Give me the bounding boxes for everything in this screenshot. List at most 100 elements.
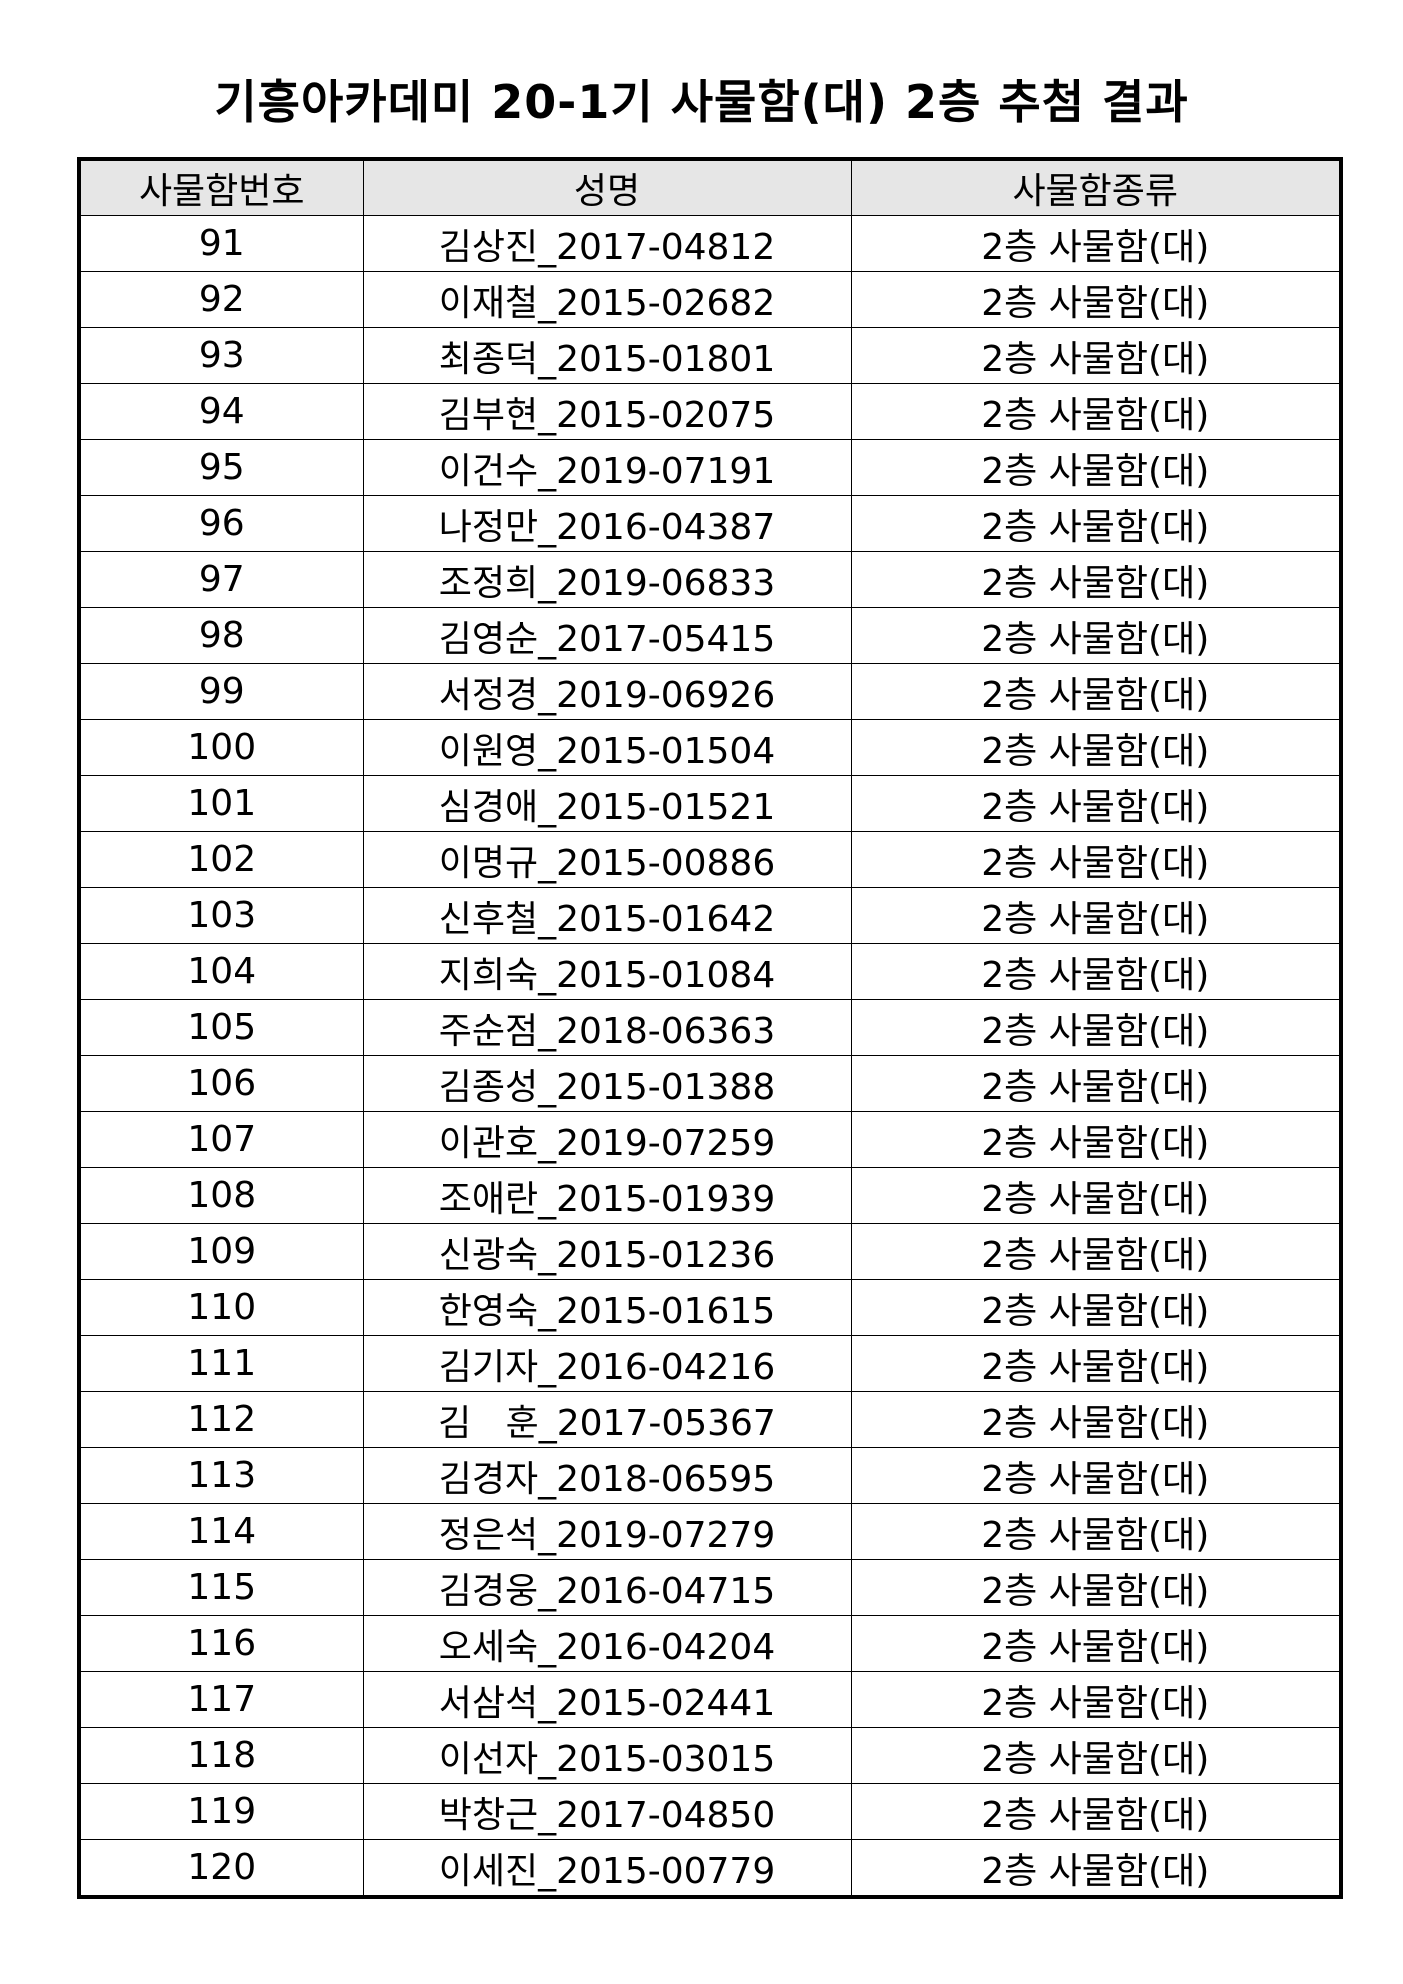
locker-type-cell: 2층 사물함(대)	[850, 1447, 1342, 1504]
table-header-row: 사물함번호 성명 사물함종류	[78, 158, 1342, 216]
name-cell: 주순점_2018-06363	[362, 999, 852, 1056]
name-cell: 김기자_2016-04216	[362, 1335, 852, 1392]
table-row: 118 이선자_2015-03015 2층 사물함(대)	[78, 1727, 1342, 1784]
locker-number-cell: 105	[78, 999, 364, 1056]
locker-number-cell: 98	[78, 607, 364, 664]
locker-type-cell: 2층 사물함(대)	[850, 495, 1342, 552]
locker-number-cell: 114	[78, 1503, 364, 1560]
locker-number-cell: 112	[78, 1391, 364, 1448]
locker-type-cell: 2층 사물함(대)	[850, 1223, 1342, 1280]
table-row: 109 신광숙_2015-01236 2층 사물함(대)	[78, 1223, 1342, 1280]
locker-type-cell: 2층 사물함(대)	[850, 1279, 1342, 1336]
locker-number-cell: 91	[78, 215, 364, 272]
page-title: 기흥아카데미 20-1기 사물함(대) 2층 추첨 결과	[214, 75, 1189, 129]
locker-type-cell: 2층 사물함(대)	[850, 999, 1342, 1056]
name-cell: 한영숙_2015-01615	[362, 1279, 852, 1336]
table-row: 102 이명규_2015-00886 2층 사물함(대)	[78, 831, 1342, 888]
table-row: 114 정은석_2019-07279 2층 사물함(대)	[78, 1503, 1342, 1560]
locker-number-cell: 96	[78, 495, 364, 552]
table-row: 95 이건수_2019-07191 2층 사물함(대)	[78, 439, 1342, 496]
name-cell: 오세숙_2016-04204	[362, 1615, 852, 1672]
name-cell: 조애란_2015-01939	[362, 1167, 852, 1224]
table-row: 97 조정희_2019-06833 2층 사물함(대)	[78, 551, 1342, 608]
table-row: 108 조애란_2015-01939 2층 사물함(대)	[78, 1167, 1342, 1224]
name-cell: 이건수_2019-07191	[362, 439, 852, 496]
name-cell: 신광숙_2015-01236	[362, 1223, 852, 1280]
locker-number-cell: 118	[78, 1727, 364, 1784]
locker-type-cell: 2층 사물함(대)	[850, 1671, 1342, 1728]
table-row: 99 서정경_2019-06926 2층 사물함(대)	[78, 663, 1342, 720]
table-row: 104 지희숙_2015-01084 2층 사물함(대)	[78, 943, 1342, 1000]
locker-number-cell: 111	[78, 1335, 364, 1392]
locker-number-cell: 115	[78, 1559, 364, 1616]
locker-type-cell: 2층 사물함(대)	[850, 1391, 1342, 1448]
name-cell: 김 훈_2017-05367	[362, 1391, 852, 1448]
locker-number-cell: 100	[78, 719, 364, 776]
locker-type-cell: 2층 사물함(대)	[850, 439, 1342, 496]
locker-number-cell: 99	[78, 663, 364, 720]
header-locker-number: 사물함번호	[78, 158, 364, 216]
name-cell: 정은석_2019-07279	[362, 1503, 852, 1560]
name-cell: 이세진_2015-00779	[362, 1839, 852, 1898]
table-row: 105 주순점_2018-06363 2층 사물함(대)	[78, 999, 1342, 1056]
header-locker-type: 사물함종류	[850, 158, 1342, 216]
name-cell: 지희숙_2015-01084	[362, 943, 852, 1000]
name-cell: 이원영_2015-01504	[362, 719, 852, 776]
table-row: 120 이세진_2015-00779 2층 사물함(대)	[78, 1839, 1342, 1898]
table-row: 117 서삼석_2015-02441 2층 사물함(대)	[78, 1671, 1342, 1728]
name-cell: 이재철_2015-02682	[362, 271, 852, 328]
locker-number-cell: 120	[78, 1839, 364, 1898]
name-cell: 서정경_2019-06926	[362, 663, 852, 720]
locker-type-cell: 2층 사물함(대)	[850, 551, 1342, 608]
locker-number-cell: 95	[78, 439, 364, 496]
name-cell: 이관호_2019-07259	[362, 1111, 852, 1168]
locker-number-cell: 119	[78, 1783, 364, 1840]
table-row: 103 신후철_2015-01642 2층 사물함(대)	[78, 887, 1342, 944]
name-cell: 박창근_2017-04850	[362, 1783, 852, 1840]
locker-type-cell: 2층 사물함(대)	[850, 327, 1342, 384]
locker-type-cell: 2층 사물함(대)	[850, 1055, 1342, 1112]
locker-type-cell: 2층 사물함(대)	[850, 1167, 1342, 1224]
name-cell: 나정만_2016-04387	[362, 495, 852, 552]
locker-type-cell: 2층 사물함(대)	[850, 831, 1342, 888]
table-row: 107 이관호_2019-07259 2층 사물함(대)	[78, 1111, 1342, 1168]
locker-number-cell: 109	[78, 1223, 364, 1280]
locker-number-cell: 106	[78, 1055, 364, 1112]
table-row: 93 최종덕_2015-01801 2층 사물함(대)	[78, 327, 1342, 384]
locker-number-cell: 110	[78, 1279, 364, 1336]
name-cell: 심경애_2015-01521	[362, 775, 852, 832]
locker-number-cell: 102	[78, 831, 364, 888]
name-cell: 최종덕_2015-01801	[362, 327, 852, 384]
locker-type-cell: 2층 사물함(대)	[850, 271, 1342, 328]
locker-type-cell: 2층 사물함(대)	[850, 1559, 1342, 1616]
locker-type-cell: 2층 사물함(대)	[850, 1111, 1342, 1168]
locker-type-cell: 2층 사물함(대)	[850, 607, 1342, 664]
name-cell: 김부현_2015-02075	[362, 383, 852, 440]
locker-type-cell: 2층 사물함(대)	[850, 1503, 1342, 1560]
table-row: 115 김경웅_2016-04715 2층 사물함(대)	[78, 1559, 1342, 1616]
locker-number-cell: 94	[78, 383, 364, 440]
locker-number-cell: 104	[78, 943, 364, 1000]
locker-type-cell: 2층 사물함(대)	[850, 383, 1342, 440]
table-row: 91 김상진_2017-04812 2층 사물함(대)	[78, 215, 1342, 272]
locker-result-table: 사물함번호 성명 사물함종류 91 김상진_2017-04812 2층 사물함(대)…	[77, 157, 1343, 1899]
table-row: 113 김경자_2018-06595 2층 사물함(대)	[78, 1447, 1342, 1504]
locker-type-cell: 2층 사물함(대)	[850, 1783, 1342, 1840]
table-row: 119 박창근_2017-04850 2층 사물함(대)	[78, 1783, 1342, 1840]
locker-number-cell: 116	[78, 1615, 364, 1672]
locker-number-cell: 117	[78, 1671, 364, 1728]
table-row: 112 김 훈_2017-05367 2층 사물함(대)	[78, 1391, 1342, 1448]
locker-number-cell: 101	[78, 775, 364, 832]
table-row: 100 이원영_2015-01504 2층 사물함(대)	[78, 719, 1342, 776]
name-cell: 신후철_2015-01642	[362, 887, 852, 944]
name-cell: 이명규_2015-00886	[362, 831, 852, 888]
table-row: 98 김영순_2017-05415 2층 사물함(대)	[78, 607, 1342, 664]
table-row: 116 오세숙_2016-04204 2층 사물함(대)	[78, 1615, 1342, 1672]
locker-type-cell: 2층 사물함(대)	[850, 775, 1342, 832]
locker-number-cell: 113	[78, 1447, 364, 1504]
name-cell: 이선자_2015-03015	[362, 1727, 852, 1784]
locker-type-cell: 2층 사물함(대)	[850, 215, 1342, 272]
name-cell: 조정희_2019-06833	[362, 551, 852, 608]
locker-type-cell: 2층 사물함(대)	[850, 887, 1342, 944]
name-cell: 김경웅_2016-04715	[362, 1559, 852, 1616]
